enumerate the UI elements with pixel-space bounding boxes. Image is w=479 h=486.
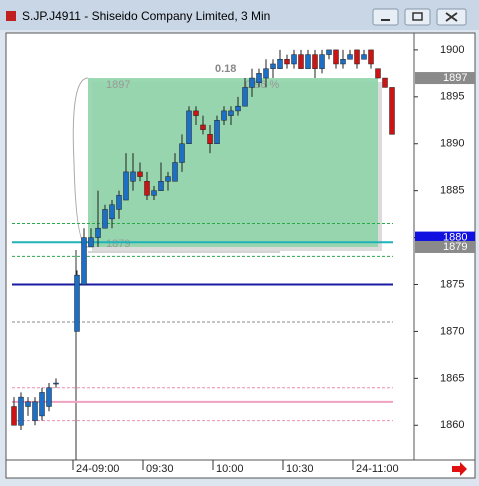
candle-body [228, 110, 234, 116]
time-axis [5, 459, 476, 479]
price-marker-label: 1897 [443, 72, 467, 84]
candle-body [109, 204, 115, 220]
candle-body [277, 59, 283, 69]
app-icon [6, 11, 16, 21]
candle-body [312, 54, 318, 69]
candle-body [186, 110, 192, 144]
candle-body [361, 54, 367, 60]
y-tick-label: 1865 [440, 372, 464, 384]
candle-body [249, 77, 255, 88]
candle-body [46, 387, 52, 407]
candle-body [333, 49, 339, 65]
candle-body [291, 54, 297, 65]
x-tick-label: 09:30 [146, 463, 174, 475]
y-tick-label: 1870 [440, 325, 464, 337]
price-marker-label: 1879 [443, 241, 467, 253]
candle-body [165, 176, 171, 182]
candle-body [284, 59, 290, 65]
candle-body [144, 181, 150, 196]
measure-box [88, 78, 378, 247]
price-marker [415, 231, 475, 244]
scroll-arrow[interactable] [452, 462, 467, 476]
candle-body [298, 54, 304, 69]
candle-body [172, 162, 178, 182]
candle-body [137, 171, 143, 177]
candle-body [102, 209, 108, 229]
candle-body [39, 392, 45, 417]
y-tick-label: 1895 [440, 91, 464, 103]
maximize-button[interactable] [404, 8, 431, 26]
x-tick-label: 24-11:00 [356, 463, 399, 475]
y-tick-label: 1860 [440, 419, 464, 431]
candle-body [200, 124, 206, 130]
candle-body [207, 134, 213, 144]
candle-body [256, 73, 262, 83]
candle-body [382, 77, 388, 88]
x-tick-label: 10:00 [216, 463, 244, 475]
price-marker-label: 1880 [443, 231, 467, 243]
title-bar [0, 0, 479, 30]
candle-body [347, 54, 353, 60]
candle-body [95, 227, 101, 238]
candle-body [18, 396, 24, 426]
candle-body [116, 195, 122, 210]
close-icon [445, 12, 458, 22]
candle-body [25, 401, 31, 407]
x-tick-label: 24-09:00 [76, 463, 119, 475]
candle-body [242, 87, 248, 107]
box-top-label: 1897 [106, 79, 130, 91]
minimize-button[interactable] [372, 8, 399, 26]
maximize-icon [412, 12, 423, 21]
window-title: S.JP.J4911 - Shiseido Company Limited, 3… [22, 9, 270, 23]
candle-body [319, 54, 325, 69]
candle-body [305, 54, 311, 69]
candle-body [88, 237, 94, 248]
candle-body [354, 49, 360, 65]
candle-body [130, 171, 136, 182]
candle-body [340, 59, 346, 65]
price-marker [415, 72, 475, 85]
candle-body [389, 87, 395, 135]
candle-body [32, 401, 38, 421]
candle-body [151, 190, 157, 196]
box-bottom-label: 1879 [106, 238, 130, 250]
candle-body [270, 63, 276, 69]
candle-body [11, 406, 17, 426]
candle-body [375, 68, 381, 79]
y-tick-label: 1890 [440, 138, 464, 150]
y-tick-label: 1900 [440, 44, 464, 56]
candle-body [74, 274, 80, 332]
y-tick-label: 1875 [440, 278, 464, 290]
candle-body [368, 49, 374, 65]
candle-body [326, 49, 332, 55]
candle-body [263, 68, 269, 79]
y-tick-label: 1885 [440, 185, 464, 197]
candle-body [193, 110, 199, 116]
candle-body [235, 105, 241, 112]
candle-body [179, 143, 185, 163]
price-marker [415, 240, 475, 253]
candle-body [158, 181, 164, 191]
candle-body [221, 110, 227, 121]
x-tick-label: 10:30 [286, 463, 314, 475]
candle-body [53, 382, 59, 385]
candle-body [214, 120, 220, 144]
box-change: 0.18 [215, 63, 236, 75]
candle-body [81, 237, 87, 285]
candle-body [123, 171, 129, 201]
